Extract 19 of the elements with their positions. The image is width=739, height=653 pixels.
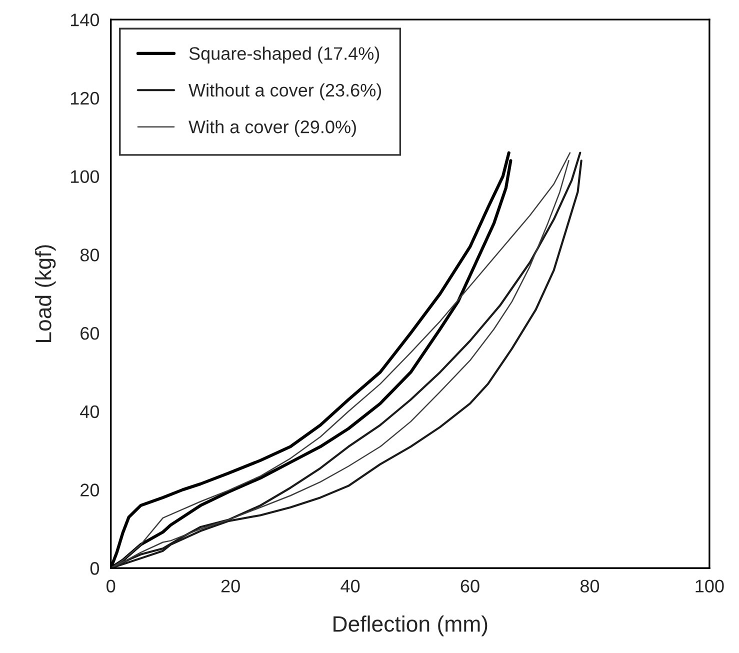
y-tick-label: 0 — [90, 562, 100, 575]
x-axis-title: Deflection (mm) — [334, 615, 488, 636]
legend-label: Square-shaped (17.4%) — [189, 46, 380, 64]
y-tick-label: 60 — [80, 326, 100, 340]
legend-label: Without a cover (23.6%) — [188, 83, 382, 100]
y-tick-label: 140 — [70, 14, 100, 26]
y-tick-label: 120 — [70, 92, 100, 105]
y-tick-label: 80 — [80, 248, 100, 262]
x-tick-label: 20 — [221, 580, 240, 592]
x-tick-label: 80 — [580, 580, 600, 592]
x-tick-label: 100 — [696, 580, 724, 592]
y-axis-title: Load (kgf) — [35, 245, 56, 342]
x-tick-label: 60 — [460, 580, 480, 592]
y-tick-label: 100 — [70, 170, 100, 184]
x-tick-label: 0 — [106, 580, 116, 592]
x-tick-label: 40 — [340, 580, 360, 592]
y-tick-label: 20 — [80, 484, 100, 496]
legend-label: With a cover (29.0%) — [188, 120, 356, 137]
y-tick-label: 40 — [80, 405, 100, 418]
